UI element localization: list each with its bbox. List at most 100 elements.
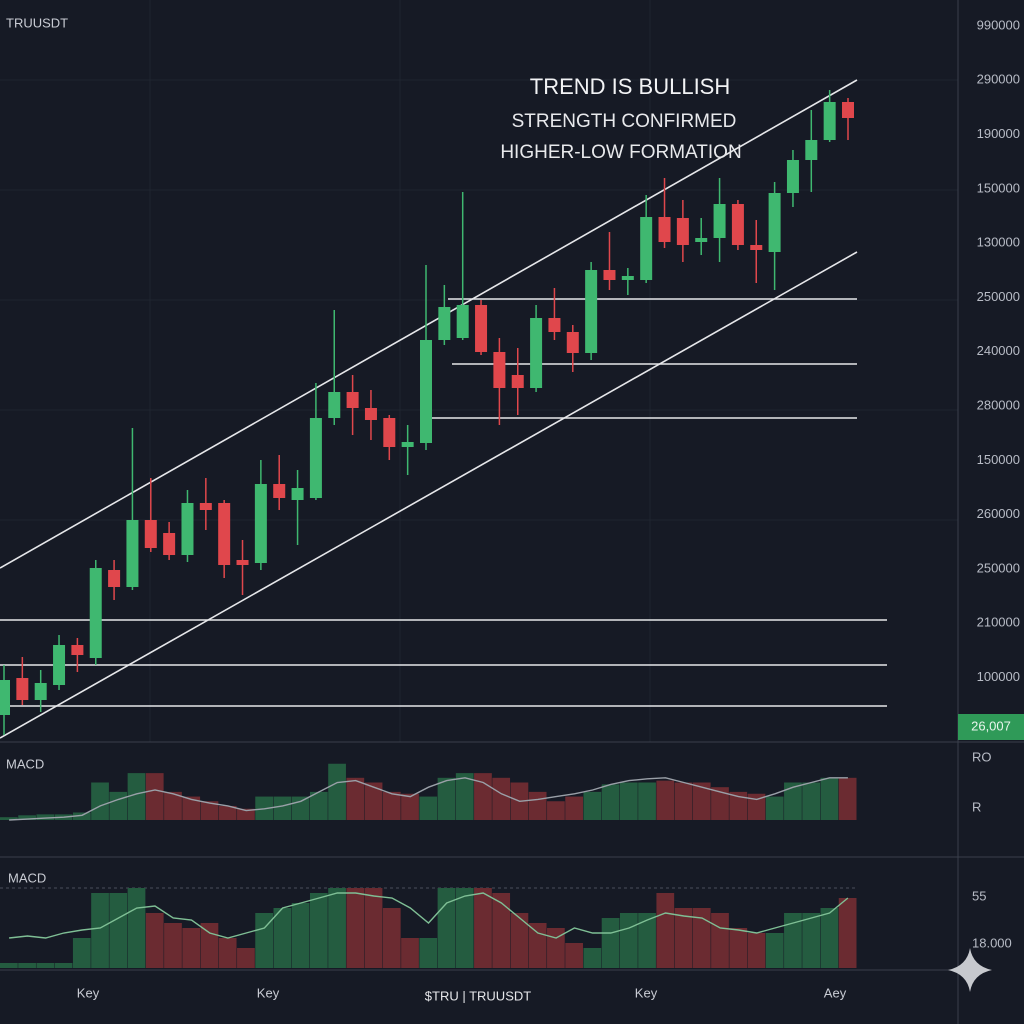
histogram-bar bbox=[91, 782, 109, 820]
histogram-bar bbox=[309, 791, 328, 820]
candle-body bbox=[53, 645, 66, 685]
histogram-bar bbox=[291, 796, 310, 820]
histogram-bar bbox=[838, 777, 857, 820]
candle-body bbox=[254, 484, 267, 563]
histogram-bar bbox=[747, 933, 766, 968]
histogram-bar bbox=[583, 948, 602, 968]
histogram-bar bbox=[18, 963, 36, 968]
price-label: 250000 bbox=[977, 560, 1020, 575]
histogram-bar bbox=[802, 782, 821, 820]
histogram-bar bbox=[109, 893, 128, 968]
candle-body bbox=[328, 392, 341, 418]
histogram-bar bbox=[0, 817, 18, 820]
sparkle-icon bbox=[948, 948, 992, 992]
price-label: 190000 bbox=[977, 126, 1020, 141]
histogram-bar bbox=[765, 796, 784, 820]
histogram-bar bbox=[364, 888, 383, 968]
histogram-bar bbox=[729, 791, 748, 820]
panel-axis-label: 55 bbox=[972, 888, 986, 903]
histogram-bar bbox=[547, 801, 565, 820]
annotation: HIGHER-LOW FORMATION bbox=[500, 142, 741, 163]
candle-body bbox=[713, 204, 726, 238]
histogram-bar bbox=[674, 908, 693, 968]
candle-body bbox=[236, 560, 249, 565]
histogram-bar bbox=[237, 948, 255, 968]
histogram-bar bbox=[382, 791, 401, 820]
histogram-bar bbox=[145, 773, 164, 820]
candle-body bbox=[16, 678, 29, 700]
histogram-bar bbox=[237, 808, 255, 820]
candle-body bbox=[658, 217, 671, 242]
price-label: 150000 bbox=[977, 452, 1020, 467]
candle-body bbox=[456, 305, 469, 338]
histogram-bar bbox=[255, 913, 274, 968]
histogram-bar bbox=[164, 791, 182, 820]
histogram-bar bbox=[565, 796, 583, 820]
price-label: 150000 bbox=[977, 180, 1020, 195]
candle-body bbox=[144, 520, 157, 548]
candle-body bbox=[548, 318, 561, 332]
histogram-bar bbox=[91, 893, 109, 968]
candle-body bbox=[309, 418, 322, 498]
candle-body bbox=[71, 645, 84, 655]
histogram-bar bbox=[455, 888, 474, 968]
histogram-bar bbox=[218, 805, 237, 820]
candle-body bbox=[823, 102, 836, 140]
histogram-bar bbox=[692, 782, 711, 820]
histogram-bar bbox=[109, 791, 128, 820]
histogram-bar bbox=[674, 782, 693, 820]
histogram-bar bbox=[145, 913, 164, 968]
candle-body bbox=[34, 683, 47, 700]
histogram-bar bbox=[492, 777, 511, 820]
histogram-bar bbox=[273, 908, 292, 968]
histogram-bar bbox=[729, 928, 748, 968]
histogram-bar bbox=[638, 913, 656, 968]
candle-body bbox=[566, 332, 579, 353]
price-label: 240000 bbox=[977, 343, 1020, 358]
candle-body bbox=[603, 270, 616, 280]
panel-axis-label: R bbox=[972, 799, 981, 814]
candle-body bbox=[346, 392, 359, 408]
price-label: 210000 bbox=[977, 615, 1020, 630]
marks bbox=[0, 90, 857, 968]
histogram-bar bbox=[346, 888, 365, 968]
annotation: STRENGTH CONFIRMED bbox=[512, 111, 737, 132]
histogram-bar bbox=[474, 888, 492, 968]
candle-body bbox=[273, 484, 286, 498]
trend-lines bbox=[0, 79, 887, 739]
histogram-bar bbox=[638, 782, 656, 820]
candle-body bbox=[676, 218, 689, 245]
histogram-bar bbox=[401, 938, 419, 968]
histogram-bar bbox=[711, 913, 729, 968]
histogram-bar bbox=[492, 893, 511, 968]
histogram-bar bbox=[291, 903, 310, 968]
histogram-bar bbox=[182, 928, 201, 968]
candle-body bbox=[199, 503, 212, 510]
candle-body bbox=[108, 570, 121, 587]
histogram-bar bbox=[619, 782, 638, 820]
panel-label: MACD bbox=[8, 870, 46, 885]
x-label: Aey bbox=[824, 985, 847, 1000]
candle-body bbox=[585, 270, 598, 353]
histogram-bar bbox=[838, 898, 857, 968]
histogram-bar bbox=[364, 782, 383, 820]
histogram-bar bbox=[382, 908, 401, 968]
histogram-bar bbox=[36, 963, 55, 968]
candle-body bbox=[493, 352, 506, 388]
histogram-bar bbox=[18, 815, 36, 820]
price-label: 290000 bbox=[977, 72, 1020, 87]
candle-body bbox=[621, 276, 634, 280]
candle-body bbox=[0, 680, 10, 715]
histogram-bar bbox=[72, 938, 91, 968]
candle-body bbox=[475, 305, 488, 352]
candle-body bbox=[163, 533, 176, 555]
annotation: TREND IS BULLISH bbox=[530, 74, 731, 99]
histogram-bar bbox=[401, 793, 419, 820]
footer: $TRU | TRUUSDT bbox=[425, 988, 531, 1003]
candle-body bbox=[438, 307, 451, 340]
histogram-bar bbox=[54, 963, 73, 968]
histogram-bar bbox=[528, 791, 547, 820]
macd-line bbox=[9, 892, 849, 939]
candle-body bbox=[383, 418, 396, 447]
